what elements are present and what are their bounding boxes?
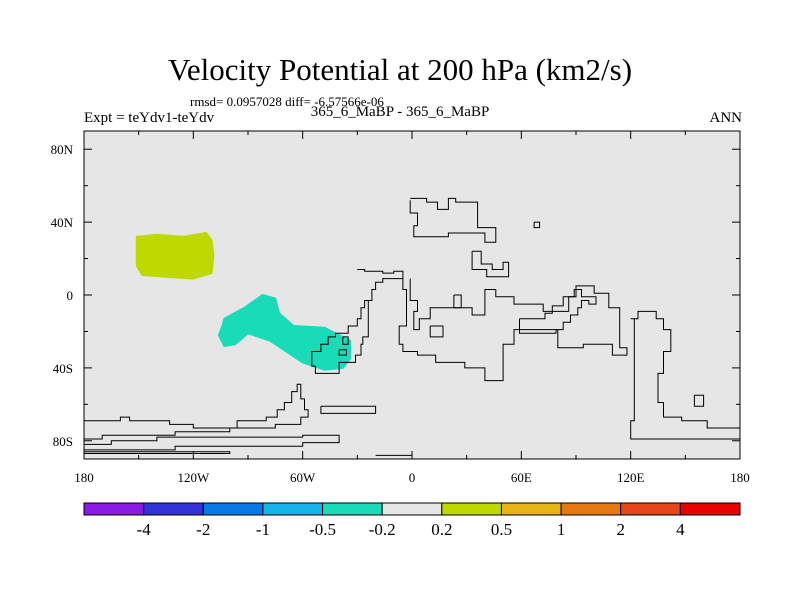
contour-line-15 [84,451,231,454]
colorbar-label: -2 [196,520,210,539]
contour-lines [84,197,741,456]
contour-line-5 [398,278,628,382]
x-tick-label: 120E [617,470,645,485]
colorbar-label: 0.2 [431,520,452,539]
contour-line-9 [338,349,347,356]
colorbar-swatch-8 [500,502,562,516]
colorbar-label: -0.5 [309,520,336,539]
colorbar-label: 4 [676,520,685,539]
y-tick-label: 80N [51,142,74,157]
contour-line-16 [320,405,377,414]
x-tick-label: 180 [74,470,94,485]
colorbar-swatch-10 [620,502,681,516]
colorbar-label: 1 [557,520,566,539]
x-tick-label: 60E [511,470,532,485]
contour-line-13 [84,383,309,440]
colorbar-swatch-4 [262,502,324,516]
y-tick-label: 80S [53,434,73,449]
colorbar-swatch-3 [202,502,264,516]
x-tick-label: 60W [290,470,316,485]
chart-title: Velocity Potential at 200 hPa (km2/s) [167,52,633,87]
contour-line-7 [429,325,444,338]
y-tick-label: 40S [53,361,73,376]
colorbar-label: -4 [137,520,152,539]
x-tick-label: 120W [177,470,210,485]
colorbar-swatch-7 [441,502,502,516]
contour-line-14 [84,434,340,451]
plot-background [84,131,740,459]
contour-line-6 [453,294,462,309]
colorbar-swatch-9 [560,502,622,516]
colorbar: -4 -2 -1 -0.5 -0.2 0.2 0.5 1 2 4 [83,502,741,539]
contour-line-1 [409,197,497,243]
contour-line-3 [471,250,510,278]
colorbar-label: 0.5 [491,520,512,539]
contour-line-2 [533,221,541,229]
x-tick-label: 180 [730,470,750,485]
y-tick-label: 0 [67,288,74,303]
axis-ticks: 180 120W 60W 0 60E 120E 180 80N 40N 0 40S 80S [51,131,750,485]
stats-label: rmsd= 0.0957028 diff= -6.57566e-06 [190,94,384,109]
contour-line-12 [693,394,705,407]
contour-line-8 [342,336,349,345]
case-label: 365_6_MaBP - 365_6_MaBP [310,104,490,120]
colorbar-swatch-6 [381,502,443,516]
colorbar-swatch-11 [679,502,741,516]
contour-line-10 [519,289,597,334]
experiment-label: Expt = teYdv1-teYdv [84,110,215,126]
y-tick-label: 40N [51,215,74,230]
positive-anomaly-region [135,232,215,280]
colorbar-swatch-2 [143,502,204,516]
colorbar-swatch-5 [322,502,383,516]
x-tick-label: 0 [409,470,416,485]
contour-line-4 [311,269,404,374]
season-label: ANN [709,110,743,126]
colorbar-swatch-1 [83,502,145,516]
colorbar-label: -0.2 [369,520,396,539]
colorbar-label: 2 [616,520,625,539]
colorbar-label: -1 [256,520,270,539]
